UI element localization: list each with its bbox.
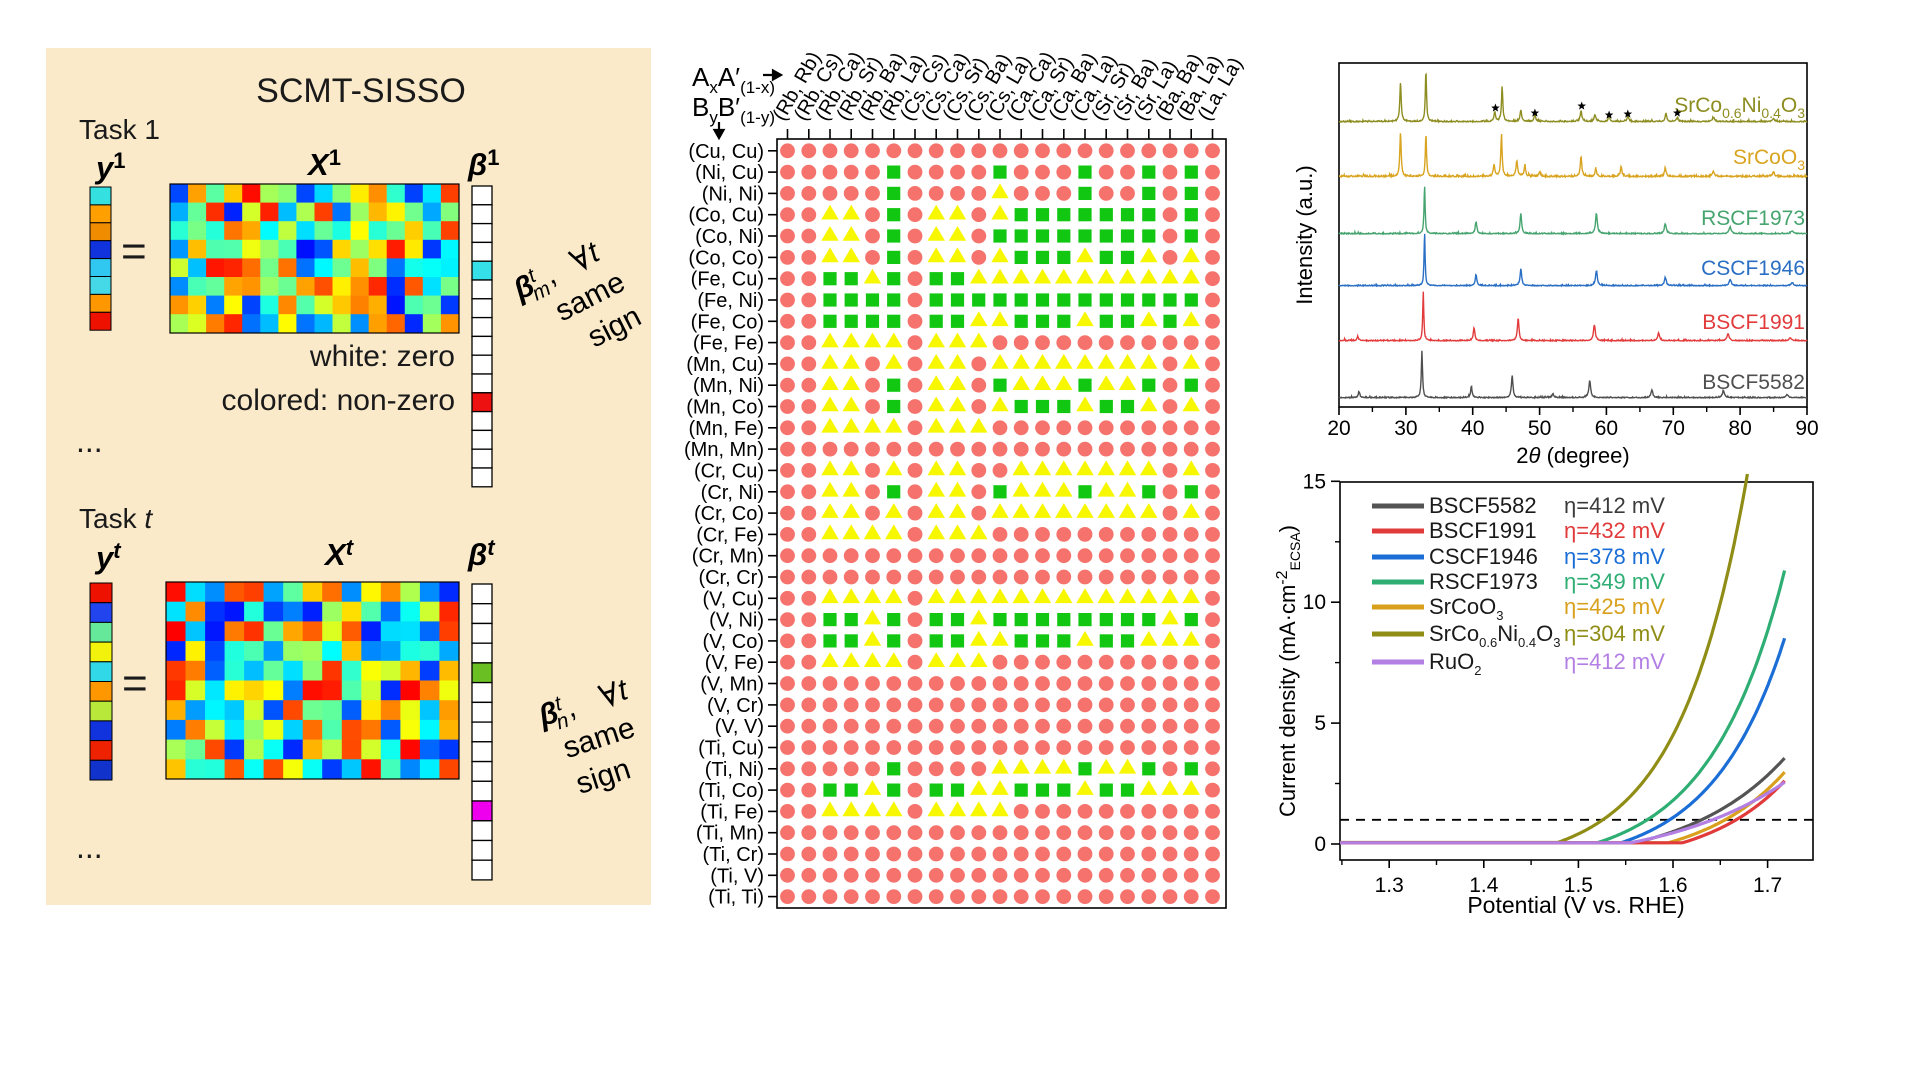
svg-text:(V, Cu): (V, Cu) [702, 588, 764, 610]
svg-text:(Ti, Fe): (Ti, Fe) [700, 801, 764, 823]
svg-text:(V, V): (V, V) [715, 716, 764, 738]
svg-text:(Mn, Fe): (Mn, Fe) [688, 418, 764, 440]
svg-text:CSCF1946: CSCF1946 [1429, 544, 1538, 569]
svg-text:1.4: 1.4 [1469, 874, 1499, 897]
svg-text:BSCF1991: BSCF1991 [1429, 518, 1537, 543]
svg-text:=: = [122, 659, 148, 708]
svg-text:1.5: 1.5 [1564, 874, 1593, 897]
svg-text:Intensity (a.u.): Intensity (a.u.) [1292, 165, 1317, 304]
svg-text:(Ti, Mn): (Ti, Mn) [696, 823, 764, 845]
svg-text:15: 15 [1303, 470, 1326, 493]
svg-text:BSCF1991: BSCF1991 [1702, 311, 1805, 334]
svg-text:80: 80 [1728, 417, 1751, 440]
svg-text:30: 30 [1394, 417, 1417, 440]
svg-text:1.3: 1.3 [1375, 874, 1404, 897]
svg-text:RuO2: RuO2 [1429, 649, 1481, 678]
svg-text:η=304 mV: η=304 mV [1564, 621, 1665, 646]
svg-text:Task t: Task t [79, 503, 153, 534]
svg-text:(Co, Ni): (Co, Ni) [695, 226, 764, 248]
svg-text:50: 50 [1528, 417, 1551, 440]
svg-text:RSCF1973: RSCF1973 [1701, 207, 1805, 230]
svg-text:(Cr, Cu): (Cr, Cu) [694, 460, 764, 482]
svg-text:(V, Cr): (V, Cr) [707, 695, 764, 717]
svg-text:BSCF5582: BSCF5582 [1429, 493, 1537, 518]
svg-text:SCMT-SISSO: SCMT-SISSO [256, 72, 466, 110]
svg-text:(Mn, Ni): (Mn, Ni) [693, 375, 764, 397]
svg-text:(Ni, Cu): (Ni, Cu) [695, 162, 764, 184]
svg-text:0: 0 [1314, 833, 1326, 856]
svg-text:(Fe, Cu): (Fe, Cu) [691, 269, 764, 291]
svg-text:(Cr, Fe): (Cr, Fe) [696, 524, 764, 546]
svg-text:(V, Mn): (V, Mn) [700, 674, 764, 696]
svg-text:Task 1: Task 1 [79, 114, 160, 145]
svg-text:40: 40 [1461, 417, 1484, 440]
svg-text:(V, Ni): (V, Ni) [709, 610, 764, 632]
svg-text:2θ (degree): 2θ (degree) [1516, 443, 1629, 468]
svg-text:(Ti, Ni): (Ti, Ni) [705, 759, 764, 781]
svg-text:(V, Fe): (V, Fe) [705, 652, 764, 674]
svg-text:SrCoO3: SrCoO3 [1733, 146, 1805, 173]
svg-text:colored: non-zero: colored: non-zero [222, 384, 455, 417]
svg-text:Potential (V vs. RHE): Potential (V vs. RHE) [1467, 892, 1684, 918]
svg-text:η=378 mV: η=378 mV [1564, 544, 1665, 569]
svg-text:η=349 mV: η=349 mV [1564, 569, 1665, 594]
svg-text:(Fe, Ni): (Fe, Ni) [697, 290, 764, 312]
svg-text:(Cr, Mn): (Cr, Mn) [692, 546, 764, 568]
svg-text:(Mn, Mn): (Mn, Mn) [684, 439, 764, 461]
svg-text:...: ... [76, 423, 103, 459]
svg-text:60: 60 [1595, 417, 1618, 440]
svg-text:RSCF1973: RSCF1973 [1429, 569, 1538, 594]
svg-text:(Mn, Cu): (Mn, Cu) [686, 354, 764, 376]
svg-text:(Co, Cu): (Co, Cu) [688, 205, 764, 227]
svg-text:SrCoO3: SrCoO3 [1429, 594, 1503, 623]
svg-text:η=412 mV: η=412 mV [1564, 493, 1665, 518]
svg-text:β1: β1 [467, 145, 500, 182]
svg-text:(Ni, Ni): (Ni, Ni) [702, 183, 764, 205]
svg-text:BSCF5582: BSCF5582 [1702, 371, 1805, 394]
svg-text:(Mn, Co): (Mn, Co) [686, 397, 764, 419]
svg-text:=: = [121, 227, 147, 276]
svg-text:(Ti, Cu): (Ti, Cu) [698, 738, 764, 760]
svg-text:(Co, Co): (Co, Co) [688, 247, 764, 269]
svg-text:white: zero: white: zero [309, 340, 455, 373]
svg-text:(Ti, Cr): (Ti, Cr) [703, 844, 764, 866]
svg-text:(Fe, Fe): (Fe, Fe) [693, 333, 764, 355]
svg-text:1.7: 1.7 [1753, 874, 1782, 897]
svg-text:CSCF1946: CSCF1946 [1701, 257, 1805, 280]
svg-text:η=432 mV: η=432 mV [1564, 518, 1665, 543]
svg-text:η=425 mV: η=425 mV [1564, 594, 1665, 619]
svg-text:X1: X1 [306, 145, 341, 182]
svg-text:Current density (mA·cm-2ECSA): Current density (mA·cm-2ECSA) [1274, 525, 1303, 817]
svg-text:20: 20 [1327, 417, 1350, 440]
svg-text:η=412 mV: η=412 mV [1564, 649, 1665, 674]
svg-text:ByB′(1-y): ByB′(1-y) [692, 92, 775, 127]
svg-text:(Cr, Ni): (Cr, Ni) [701, 482, 764, 504]
svg-text:70: 70 [1662, 417, 1685, 440]
svg-text:(Ti, Ti): (Ti, Ti) [708, 887, 764, 909]
svg-text:10: 10 [1303, 591, 1326, 614]
svg-text:...: ... [76, 829, 103, 865]
svg-text:1.6: 1.6 [1658, 874, 1687, 897]
svg-text:90: 90 [1795, 417, 1818, 440]
svg-text:5: 5 [1314, 712, 1326, 735]
svg-text:(Fe, Co): (Fe, Co) [691, 311, 764, 333]
svg-text:(Cr, Co): (Cr, Co) [694, 503, 764, 525]
svg-text:(Cr, Cr): (Cr, Cr) [698, 567, 764, 589]
svg-text:(Cu, Cu): (Cu, Cu) [688, 141, 764, 163]
svg-text:(Ti, Co): (Ti, Co) [698, 780, 764, 802]
svg-text:(V, Co): (V, Co) [702, 631, 764, 653]
svg-text:(Ti, V): (Ti, V) [710, 865, 764, 887]
svg-text:Xt: Xt [323, 535, 355, 572]
